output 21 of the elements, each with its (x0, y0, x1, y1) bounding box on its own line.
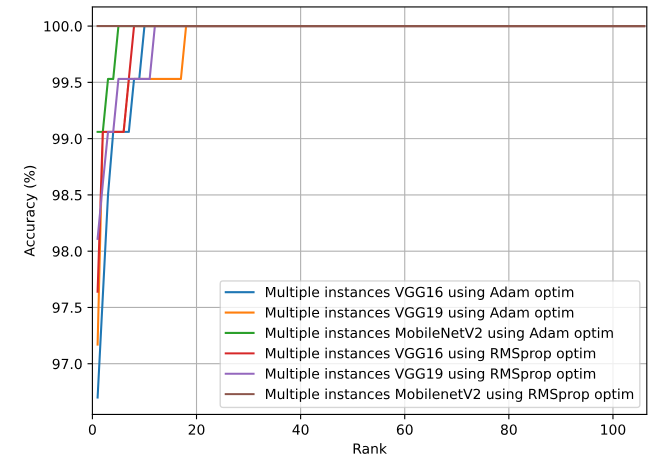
y-tick-label: 98.5 (52, 190, 82, 200)
y-tick-label: 98.0 (52, 246, 82, 257)
x-tick-label: 80 (500, 424, 517, 435)
legend-label: Multiple instances VGG16 using Adam optim (266, 286, 574, 300)
y-tick-label: 100.0 (44, 21, 82, 32)
legend-label: Multiple instances MobilenetV2 using RMSprop optim (266, 388, 634, 402)
x-tick-label: 60 (396, 424, 413, 435)
y-tick-label: 99.0 (52, 134, 82, 144)
x-axis-title: Rank (354, 443, 387, 454)
x-tick-label: 0 (88, 424, 96, 435)
x-tick-label: 40 (292, 424, 309, 435)
y-tick-label: 97.5 (52, 302, 82, 313)
legend-label: Multiple instances MobileNetV2 using Adam optim (266, 327, 613, 341)
y-tick-label: 99.5 (52, 77, 82, 88)
y-axis-title: Accuracy (%) (24, 166, 38, 256)
x-tick-label: 100 (601, 424, 626, 435)
legend-label: Multiple instances VGG19 using Adam optim (266, 306, 574, 320)
y-tick-label: 97.0 (52, 358, 82, 370)
legend-label: Multiple instances VGG16 using RMSprop optim (266, 348, 596, 362)
x-tick-label: 20 (188, 424, 204, 435)
legend-label: Multiple instances VGG19 using RMSprop optim (266, 368, 596, 382)
